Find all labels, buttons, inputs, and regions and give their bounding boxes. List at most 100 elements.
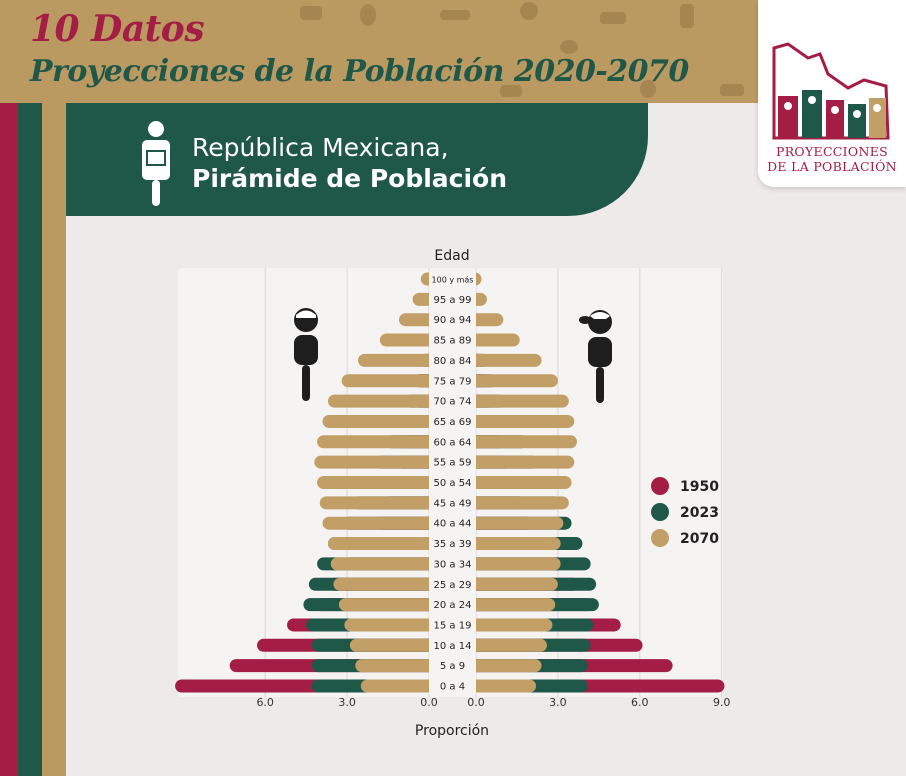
bar-left-2070-3 bbox=[344, 618, 436, 632]
legend-swatch-1950 bbox=[651, 477, 669, 495]
bar-left-2070-18 bbox=[398, 313, 436, 327]
bar-left-2070-6 bbox=[330, 557, 436, 571]
stripe-green bbox=[18, 103, 42, 776]
bar-left-2070-1 bbox=[355, 659, 436, 673]
bar-left-2070-11 bbox=[314, 455, 436, 469]
x-tick-label: 6.0 bbox=[256, 696, 274, 709]
x-tick-label: 0.0 bbox=[420, 696, 438, 709]
bar-left-2070-16 bbox=[358, 353, 436, 367]
decorative-stripes bbox=[0, 103, 66, 776]
age-tick-label: 95 a 99 bbox=[434, 295, 472, 306]
bar-right-2070-12 bbox=[469, 435, 578, 449]
bar-right-2070-8 bbox=[469, 516, 564, 530]
page-subtitle: Proyecciones de la Población 2020-2070 bbox=[30, 54, 689, 89]
bar-left-2070-4 bbox=[338, 598, 436, 612]
age-tick-label: 5 a 9 bbox=[440, 661, 465, 672]
bar-left-2070-10 bbox=[317, 476, 436, 489]
x-tick-label: 3.0 bbox=[338, 696, 356, 709]
age-tick-label: 30 a 34 bbox=[434, 559, 472, 570]
logo-card bbox=[758, 0, 906, 187]
age-tick-label: 15 a 19 bbox=[434, 620, 472, 631]
bar-right-2070-5 bbox=[469, 577, 558, 591]
age-tick-label: 45 a 49 bbox=[434, 498, 472, 509]
bar-left-2070-13 bbox=[322, 414, 436, 428]
legend-label-1950: 1950 bbox=[680, 479, 719, 495]
man-icon bbox=[294, 308, 318, 401]
logo-text-line1: PROYECCIONES bbox=[776, 144, 888, 159]
bar-left-2070-12 bbox=[317, 435, 436, 449]
age-tick-label: 80 a 84 bbox=[434, 356, 472, 367]
bar-right-2070-2 bbox=[469, 638, 547, 652]
page-title: 10 Datos bbox=[30, 8, 205, 50]
bar-left-2070-15 bbox=[341, 374, 436, 388]
age-label-column bbox=[429, 270, 476, 695]
bar-left-2070-8 bbox=[322, 516, 436, 530]
decorative-doodle bbox=[520, 2, 538, 20]
decorative-doodle bbox=[360, 4, 376, 26]
x-tick-label: 3.0 bbox=[549, 696, 567, 709]
legend-swatch-2023 bbox=[651, 503, 669, 521]
y-axis-title: Edad bbox=[434, 248, 469, 264]
x-tick-label: 0.0 bbox=[467, 696, 485, 709]
bar-right-2070-4 bbox=[469, 598, 556, 612]
age-tick-label: 25 a 29 bbox=[434, 580, 472, 591]
x-axis-title: Proporción bbox=[415, 723, 489, 739]
banner-subtitle: Pirámide de Población bbox=[192, 164, 508, 193]
logo-icon bbox=[772, 42, 890, 140]
decorative-doodle bbox=[500, 85, 522, 97]
bar-right-2070-16 bbox=[469, 353, 542, 367]
decorative-doodle bbox=[680, 4, 694, 28]
decorative-doodle bbox=[720, 84, 744, 96]
banner-title: República Mexicana, bbox=[192, 133, 449, 162]
age-tick-label: 20 a 24 bbox=[434, 600, 472, 611]
stripe-gold bbox=[42, 103, 66, 776]
age-tick-label: 60 a 64 bbox=[434, 437, 472, 448]
bar-left-2070-14 bbox=[327, 394, 436, 408]
bar-right-2070-14 bbox=[469, 394, 569, 408]
decorative-doodle bbox=[300, 6, 322, 20]
legend-swatch-2070 bbox=[651, 529, 669, 547]
decorative-doodle bbox=[640, 80, 656, 98]
bar-right-2070-9 bbox=[469, 496, 569, 510]
bar-right-2070-18 bbox=[469, 313, 504, 327]
bar-right-2070-0 bbox=[469, 679, 537, 693]
legend-label-2023: 2023 bbox=[680, 505, 719, 521]
bar-right-2070-10 bbox=[469, 476, 572, 489]
bar-right-2070-11 bbox=[469, 455, 575, 469]
age-tick-label: 35 a 39 bbox=[434, 539, 472, 550]
header-band bbox=[0, 0, 906, 103]
age-tick-label: 90 a 94 bbox=[434, 315, 472, 326]
age-tick-label: 10 a 14 bbox=[434, 641, 472, 652]
age-tick-label: 65 a 69 bbox=[434, 417, 472, 428]
bar-left-2070-17 bbox=[379, 333, 436, 347]
bar-left-2070-7 bbox=[327, 537, 436, 551]
age-tick-label: 75 a 79 bbox=[434, 376, 472, 387]
legend-label-2070: 2070 bbox=[680, 531, 719, 547]
age-tick-label: 55 a 59 bbox=[434, 458, 472, 469]
person-with-sign-icon bbox=[142, 121, 170, 206]
bar-right-2070-6 bbox=[469, 557, 561, 571]
bar-right-2070-15 bbox=[469, 374, 558, 388]
bar-left-2070-0 bbox=[360, 679, 436, 693]
bar-right-2070-17 bbox=[469, 333, 520, 347]
age-tick-label: 50 a 54 bbox=[434, 478, 472, 489]
age-tick-label: 40 a 44 bbox=[434, 519, 472, 530]
decorative-doodle bbox=[600, 12, 626, 24]
bar-left-2070-5 bbox=[333, 577, 436, 591]
age-tick-label: 100 y más bbox=[432, 276, 474, 285]
woman-icon bbox=[579, 310, 612, 403]
decorative-doodle bbox=[440, 10, 470, 20]
x-tick-label: 6.0 bbox=[631, 696, 649, 709]
bar-right-2070-1 bbox=[469, 659, 542, 673]
stripe-crimson bbox=[0, 103, 18, 776]
logo-text-line2: DE LA POBLACIÓN bbox=[767, 159, 897, 174]
age-tick-label: 0 a 4 bbox=[440, 682, 465, 693]
age-tick-label: 85 a 89 bbox=[434, 336, 472, 347]
decorative-doodle bbox=[560, 40, 578, 54]
bar-right-2070-13 bbox=[469, 414, 575, 428]
age-tick-label: 70 a 74 bbox=[434, 397, 472, 408]
x-tick-label: 9.0 bbox=[713, 696, 731, 709]
bar-right-2070-7 bbox=[469, 537, 561, 551]
bar-left-2070-9 bbox=[319, 496, 436, 510]
